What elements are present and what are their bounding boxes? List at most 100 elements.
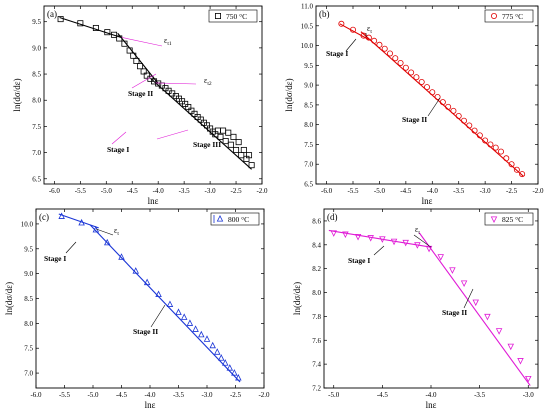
data-point xyxy=(445,103,452,110)
y-tick-label: 8.5 xyxy=(32,71,41,79)
stage-pointer xyxy=(65,241,77,254)
x-axis-label: lnε xyxy=(426,400,437,409)
data-point xyxy=(246,152,253,159)
y-tick-label: 8.5 xyxy=(304,101,313,109)
stage-label: Stage II xyxy=(133,327,158,336)
x-tick-label: -5.5 xyxy=(59,391,71,399)
x-tick-label: -2.0 xyxy=(256,187,268,195)
data-point xyxy=(379,236,386,243)
chart-panel-a: -6.0 -5.5 -5.0 -4.5 -4.0 -3.5 -3.0 -2.5 -2.0 6.5 7… xyxy=(12,5,268,206)
data-point xyxy=(209,341,216,349)
x-tick-label: -4.0 xyxy=(153,187,165,195)
data-point xyxy=(222,138,229,145)
y-tick-label: 7.8 xyxy=(312,313,321,321)
data-point xyxy=(218,354,225,361)
fit-line xyxy=(58,213,99,229)
data-point xyxy=(392,55,399,62)
y-tick-label: 8.4 xyxy=(312,241,321,249)
stage-label: Stage II xyxy=(128,89,153,98)
data-point xyxy=(133,57,140,64)
data-point xyxy=(471,127,478,134)
critical-strain-subscript: t xyxy=(370,29,372,35)
stage-pointer xyxy=(373,245,385,256)
critical-strain-symbol: ε xyxy=(114,226,118,235)
data-point xyxy=(203,335,211,342)
critical-strain-label: εt1 xyxy=(164,36,172,47)
data-point xyxy=(221,359,229,366)
stage-label: Stage II xyxy=(402,115,427,124)
data-point xyxy=(376,41,383,48)
data-point xyxy=(354,233,362,241)
x-tick-label: -5.0 xyxy=(101,187,113,195)
critical-strain-symbol: ε xyxy=(164,36,168,45)
y-tick-label: 8.6 xyxy=(312,217,321,225)
data-point xyxy=(58,212,65,219)
stage-pointer xyxy=(156,129,189,140)
data-point xyxy=(449,267,456,274)
x-tick-label: -4.5 xyxy=(127,187,139,195)
y-tick-label: 8.0 xyxy=(24,320,33,328)
data-point xyxy=(381,45,388,52)
data-point xyxy=(248,162,255,169)
data-point xyxy=(227,141,234,148)
critical-strain-pointer xyxy=(413,234,432,248)
legend-box xyxy=(208,9,258,23)
data-point xyxy=(390,238,398,246)
y-tick-label: 9.0 xyxy=(32,44,41,52)
data-point xyxy=(238,152,245,159)
stage-pointer xyxy=(131,73,157,89)
data-point xyxy=(455,112,462,119)
stage-label: Stage I xyxy=(348,256,370,265)
chart-panel-b: -6.0 -5.5 -5.0 -4.5 -4.0 -3.5 -3.0 -2.5 -2.0 6.5 7… xyxy=(284,3,544,207)
data-point xyxy=(231,369,238,376)
data-point xyxy=(214,348,221,355)
y-tick-label: 7.5 xyxy=(304,141,313,149)
data-point xyxy=(367,235,374,242)
legend-box xyxy=(484,212,534,226)
data-point xyxy=(132,267,139,274)
critical-strain-label: εt xyxy=(114,226,119,237)
x-tick-label: -3.5 xyxy=(179,187,191,195)
x-tick-label: -6.0 xyxy=(49,187,61,195)
critical-strain-label: εt2 xyxy=(204,76,212,87)
data-point xyxy=(342,231,349,239)
data-point xyxy=(525,375,532,383)
data-point xyxy=(126,47,133,54)
data-point xyxy=(235,374,242,381)
y-axis-label: ln(dσ/dε) xyxy=(12,78,22,111)
stage-label: Stage I xyxy=(44,254,66,263)
data-point xyxy=(233,146,240,153)
x-axis-label: lnε xyxy=(148,196,159,206)
x-tick-label: -4.0 xyxy=(144,391,156,399)
x-tick-label: -6.0 xyxy=(321,187,333,195)
y-tick-label: 7.5 xyxy=(32,123,41,131)
plot-frame xyxy=(315,5,539,185)
y-tick-label: 9.0 xyxy=(24,270,33,278)
x-tick-label: -3.5 xyxy=(474,391,486,399)
data-point xyxy=(186,319,194,326)
x-tick-label: -5.5 xyxy=(75,187,87,195)
data-point xyxy=(118,253,125,260)
data-point xyxy=(450,107,457,114)
data-point xyxy=(434,93,441,100)
panel-label: (d) xyxy=(327,212,338,222)
x-tick-label: -2.0 xyxy=(258,391,270,399)
y-tick-label: 7.0 xyxy=(32,149,41,157)
x-tick-label: -3.5 xyxy=(453,187,465,195)
data-point xyxy=(517,358,524,365)
data-point xyxy=(166,300,174,307)
x-tick-label: -6.0 xyxy=(30,391,42,399)
data-point xyxy=(397,59,404,66)
y-tick-label: 8.0 xyxy=(304,121,313,129)
data-point xyxy=(214,12,221,19)
y-tick-label: 10.5 xyxy=(301,22,314,30)
data-point xyxy=(519,171,526,178)
x-tick-label: -4.0 xyxy=(427,187,439,195)
stage-label: Stage I xyxy=(326,49,348,58)
stage-label: Stage I xyxy=(107,145,129,154)
data-point xyxy=(492,144,499,151)
data-point xyxy=(104,238,111,246)
data-point xyxy=(497,148,504,155)
data-point xyxy=(151,78,158,85)
